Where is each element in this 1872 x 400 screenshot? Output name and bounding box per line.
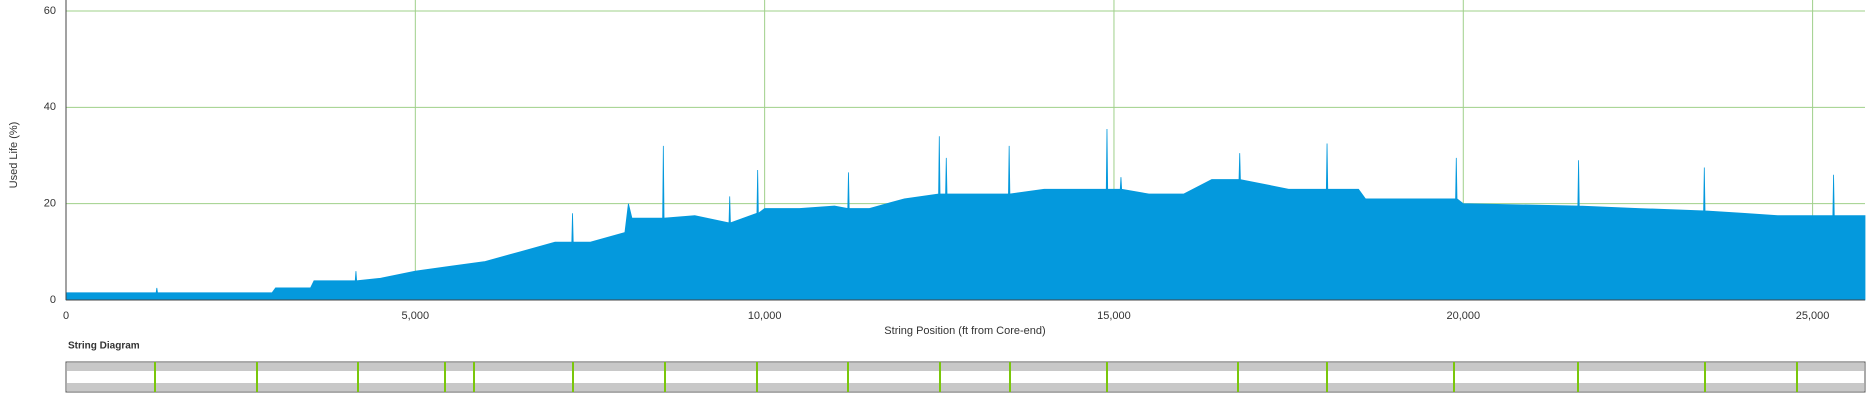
x-tick-label: 0 — [63, 310, 69, 322]
y-tick-label: 0 — [50, 294, 56, 306]
area — [65, 129, 1866, 301]
y-tick-label: 60 — [44, 5, 56, 17]
diagram-stripe — [67, 383, 1864, 391]
x-axis-title: String Position (ft from Core-end) — [884, 325, 1045, 337]
x-tick-label: 15,000 — [1097, 310, 1131, 322]
x-tick-label: 10,000 — [748, 310, 782, 322]
y-axis-title: Used Life (%) — [8, 122, 20, 189]
diagram-joints — [154, 362, 1798, 392]
x-tick-label: 5,000 — [402, 310, 430, 322]
x-tick-label: 20,000 — [1446, 310, 1480, 322]
string-diagram — [65, 361, 1866, 393]
diagram-title: String Diagram — [68, 341, 140, 352]
x-tick-label: 25,000 — [1796, 310, 1830, 322]
diagram-stripe — [67, 363, 1864, 371]
y-tick-label: 40 — [44, 101, 56, 113]
y-tick-label: 20 — [44, 198, 56, 210]
